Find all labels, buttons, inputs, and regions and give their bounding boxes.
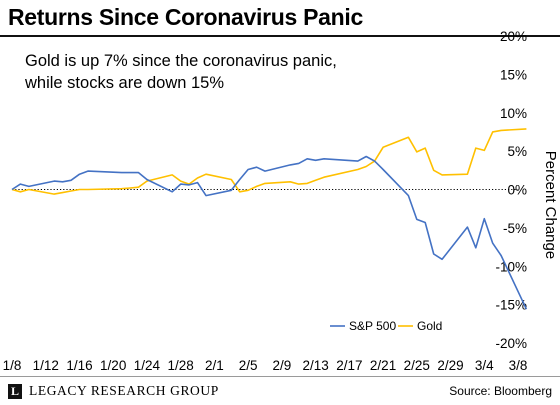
legend-label-sp500: S&P 500 — [349, 319, 396, 333]
x-tick-label: 1/16 — [66, 358, 92, 373]
x-tick-label: 1/12 — [33, 358, 59, 373]
title-divider — [0, 35, 560, 37]
x-tick-label: 2/1 — [205, 358, 224, 373]
y-axis-ticks: 20% 15% 10% 5% 0% -5% -10% -15% -20% — [495, 29, 527, 351]
x-tick-label: 3/4 — [475, 358, 494, 373]
annotation-line-1: Gold is up 7% since the coronavirus pani… — [25, 52, 337, 70]
x-tick-label: 3/8 — [509, 358, 528, 373]
x-tick-label: 2/25 — [404, 358, 430, 373]
annotation-line-2: while stocks are down 15% — [25, 74, 225, 92]
x-tick-label: 1/24 — [134, 358, 161, 373]
chart-annotation: Gold is up 7% since the coronavirus pani… — [25, 50, 337, 94]
y-tick-label: -5% — [503, 221, 527, 236]
x-tick-label: 2/13 — [302, 358, 328, 373]
y-tick-label: 0% — [507, 183, 527, 198]
y-tick-label: 15% — [500, 67, 527, 82]
legend: S&P 500 Gold — [330, 319, 442, 333]
x-tick-label: 2/9 — [272, 358, 291, 373]
y-tick-label: -15% — [495, 298, 527, 313]
y-tick-label: 10% — [500, 106, 527, 121]
gold-series-line — [11, 128, 527, 195]
x-axis-ticks: 1/8 1/12 1/16 1/20 1/24 1/28 2/1 2/5 2/9 2/13 2/17… — [3, 358, 528, 373]
y-tick-label: 5% — [507, 144, 527, 159]
y-tick-label: 20% — [500, 29, 527, 44]
footer-divider — [0, 376, 560, 377]
y-tick-label: -10% — [495, 259, 527, 274]
x-tick-label: 2/17 — [336, 358, 362, 373]
x-tick-label: 1/8 — [3, 358, 22, 373]
brand-name: LEGACY RESEARCH GROUP — [29, 383, 219, 398]
source-note: Source: Bloomberg — [449, 384, 552, 398]
sp500-series-line — [11, 155, 528, 310]
x-tick-label: 2/29 — [437, 358, 463, 373]
y-tick-label: -20% — [495, 336, 527, 351]
series-lines — [11, 128, 528, 310]
x-tick-label: 2/5 — [239, 358, 258, 373]
x-tick-label: 1/28 — [168, 358, 194, 373]
legend-label-gold: Gold — [417, 319, 442, 333]
y-axis-label: Percent Change — [542, 151, 559, 259]
logo-mark-icon: L — [8, 383, 22, 399]
brand-logo: L LEGACY RESEARCH GROUP — [8, 383, 219, 399]
chart-title: Returns Since Coronavirus Panic — [8, 4, 363, 30]
x-tick-label: 1/20 — [100, 358, 126, 373]
x-tick-label: 2/21 — [370, 358, 396, 373]
